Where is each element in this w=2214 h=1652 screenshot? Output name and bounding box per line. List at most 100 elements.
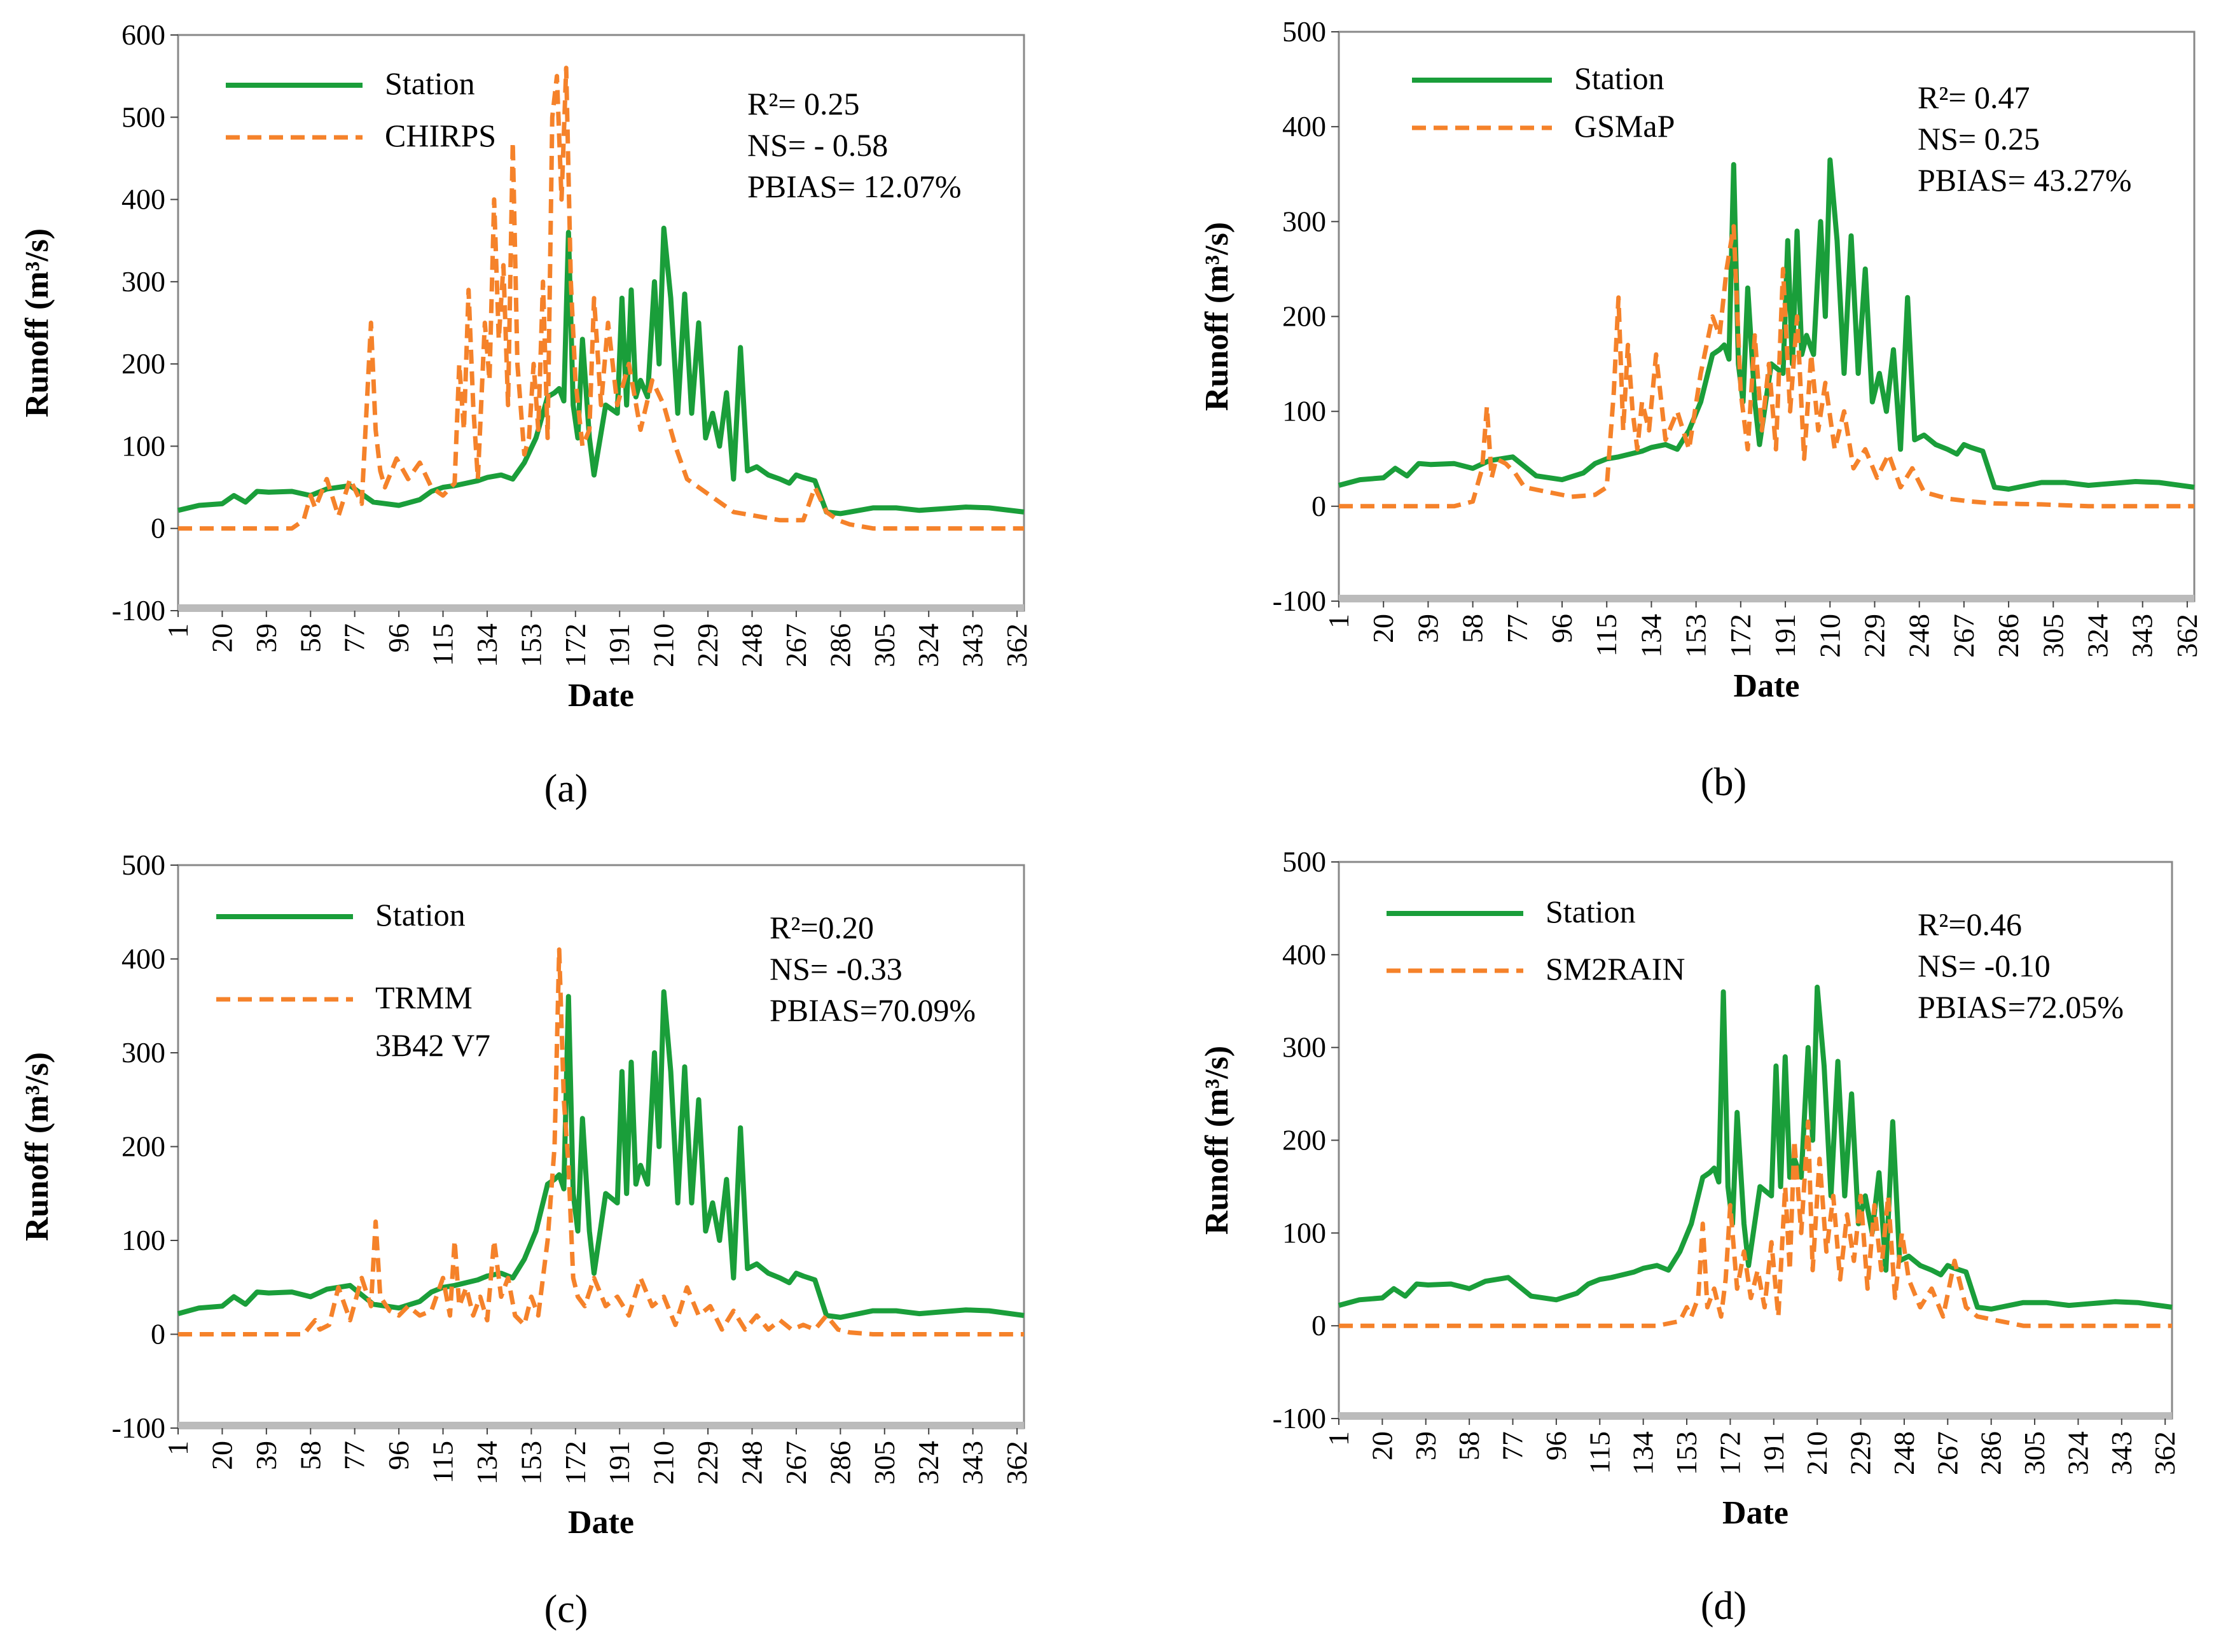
- x-tick-label: 77: [338, 623, 371, 653]
- y-tick-label: 0: [1311, 490, 1326, 522]
- y-axis-title: Runoff (m³/s): [19, 228, 55, 417]
- y-tick-label: 100: [121, 1224, 165, 1256]
- y-tick-label: -100: [1273, 1402, 1326, 1434]
- stat-annotation: NS= -0.10: [1918, 948, 2051, 983]
- x-tick-label: 286: [1992, 614, 2024, 658]
- stat-annotation: R²=0.46: [1918, 906, 2022, 942]
- legend: Station GSMaP: [1412, 60, 1675, 144]
- x-tick-label: 77: [1497, 1431, 1529, 1461]
- x-tick-label: 343: [2105, 1431, 2138, 1475]
- y-tick-label: 500: [1282, 845, 1326, 878]
- series-station-line: [177, 225, 1025, 517]
- x-tick-label: 1: [162, 623, 194, 638]
- legend-product-label: SM2RAIN: [1546, 951, 1685, 987]
- x-tick-label: 20: [1367, 614, 1399, 643]
- legend-station-label: Station: [375, 897, 466, 933]
- x-tick-label: 20: [1366, 1431, 1398, 1461]
- x-tick-label: 39: [250, 1441, 282, 1470]
- x-axis-title: Date: [568, 677, 634, 714]
- y-tick-label: 300: [1282, 1031, 1326, 1064]
- stat-annotation: PBIAS=70.09%: [770, 992, 976, 1028]
- x-tick-label: 77: [1501, 614, 1533, 643]
- y-tick-label: 0: [151, 512, 165, 545]
- x-tick-label: 267: [1948, 614, 1980, 658]
- x-tick-label: 1: [162, 1441, 194, 1455]
- x-tick-label: 58: [1453, 1431, 1485, 1461]
- series-station-line: [177, 989, 1025, 1320]
- x-tick-label: 58: [294, 623, 326, 653]
- x-tick-label: 96: [1540, 1431, 1572, 1461]
- panel-label: (a): [544, 767, 588, 810]
- plot-area: [177, 34, 1025, 612]
- x-tick-label: 210: [1813, 614, 1846, 658]
- x-tick-label: 96: [382, 623, 415, 653]
- y-tick-label: -100: [112, 1412, 165, 1444]
- y-tick-label: 600: [121, 18, 165, 51]
- stat-annotation: NS= 0.25: [1918, 121, 2040, 156]
- plot-area: [177, 864, 1025, 1429]
- x-tick-label: 324: [2082, 614, 2114, 658]
- x-tick-label: 305: [2018, 1431, 2051, 1475]
- y-tick-label: 200: [121, 347, 165, 380]
- x-tick-label: 77: [338, 1441, 371, 1470]
- series-product-line: [178, 66, 1024, 531]
- x-tick-label: 58: [1456, 614, 1489, 643]
- y-tick-label: 200: [1282, 300, 1326, 333]
- y-tick-label: 400: [121, 183, 165, 216]
- x-tick-label: 39: [1409, 1431, 1442, 1461]
- y-axis-title: Runoff (m³/s): [19, 1052, 55, 1241]
- plot-area: [1338, 861, 2173, 1420]
- legend-station-label: Station: [385, 66, 475, 101]
- x-tick-label: 134: [1635, 614, 1667, 658]
- x-tick-label: 134: [471, 623, 503, 667]
- x-tick-label: 20: [205, 623, 238, 653]
- y-tick-label: 400: [121, 943, 165, 975]
- legend: Station SM2RAIN: [1387, 894, 1685, 987]
- x-tick-label: 229: [1858, 614, 1890, 658]
- panel-label: (d): [1701, 1585, 1747, 1628]
- x-tick-label: 172: [1713, 1431, 1746, 1475]
- y-tick-label: 400: [1282, 110, 1326, 142]
- legend-product-label: CHIRPS: [385, 118, 496, 153]
- x-tick-label: 362: [1000, 1441, 1033, 1485]
- y-tick-label: 100: [1282, 1216, 1326, 1249]
- legend-product-label: TRMM: [375, 980, 473, 1015]
- x-tick-label: 172: [559, 623, 592, 667]
- series-product-line: [1339, 224, 2194, 509]
- x-tick-label: 324: [912, 1441, 944, 1485]
- legend-product-label: GSMaP: [1574, 108, 1675, 144]
- stat-annotation: PBIAS= 12.07%: [747, 169, 962, 204]
- stat-annotation: NS= -0.33: [770, 951, 903, 987]
- x-tick-label: 267: [780, 1441, 812, 1485]
- x-tick-label: 343: [2126, 614, 2159, 658]
- x-tick-label: 229: [1844, 1431, 1877, 1475]
- x-tick-label: 153: [1680, 614, 1712, 658]
- x-axis-title: Date: [568, 1504, 634, 1541]
- series-station-line: [1338, 157, 2195, 492]
- x-tick-label: 191: [603, 623, 635, 667]
- x-tick-label: 229: [691, 623, 724, 667]
- x-tick-label: 96: [1546, 614, 1578, 643]
- chart-panel-4: -100 0 100 200 300 400 500 1 20 39 58 77 96 115 134 153…: [1199, 845, 2181, 1628]
- x-tick-label: 324: [912, 623, 944, 667]
- chart-panel-2: -100 0 100 200 300 400 500 1 20 39 58 77 96 115 134 153…: [1199, 15, 2203, 804]
- x-tick-label: 1: [1322, 1431, 1355, 1446]
- series-product-line: [178, 947, 1024, 1336]
- y-axis-title: Runoff (m³/s): [1199, 222, 1235, 411]
- x-tick-label: 172: [1724, 614, 1757, 658]
- x-tick-label: 115: [427, 1441, 459, 1483]
- y-tick-label: 200: [1282, 1124, 1326, 1156]
- x-axis-title: Date: [1722, 1495, 1788, 1531]
- stat-annotation: PBIAS=72.05%: [1918, 989, 2124, 1025]
- y-tick-label: 100: [1282, 395, 1326, 427]
- x-tick-label: 191: [1757, 1431, 1790, 1475]
- x-tick-label: 286: [824, 623, 856, 667]
- x-tick-label: 210: [647, 1441, 680, 1485]
- x-tick-label: 343: [957, 1441, 989, 1485]
- x-tick-label: 248: [736, 623, 768, 667]
- x-tick-label: 191: [603, 1441, 635, 1485]
- x-tick-label: 286: [824, 1441, 856, 1485]
- x-tick-label: 210: [1801, 1431, 1833, 1475]
- legend-station-label: Station: [1546, 894, 1636, 929]
- x-tick-label: 362: [2171, 614, 2203, 658]
